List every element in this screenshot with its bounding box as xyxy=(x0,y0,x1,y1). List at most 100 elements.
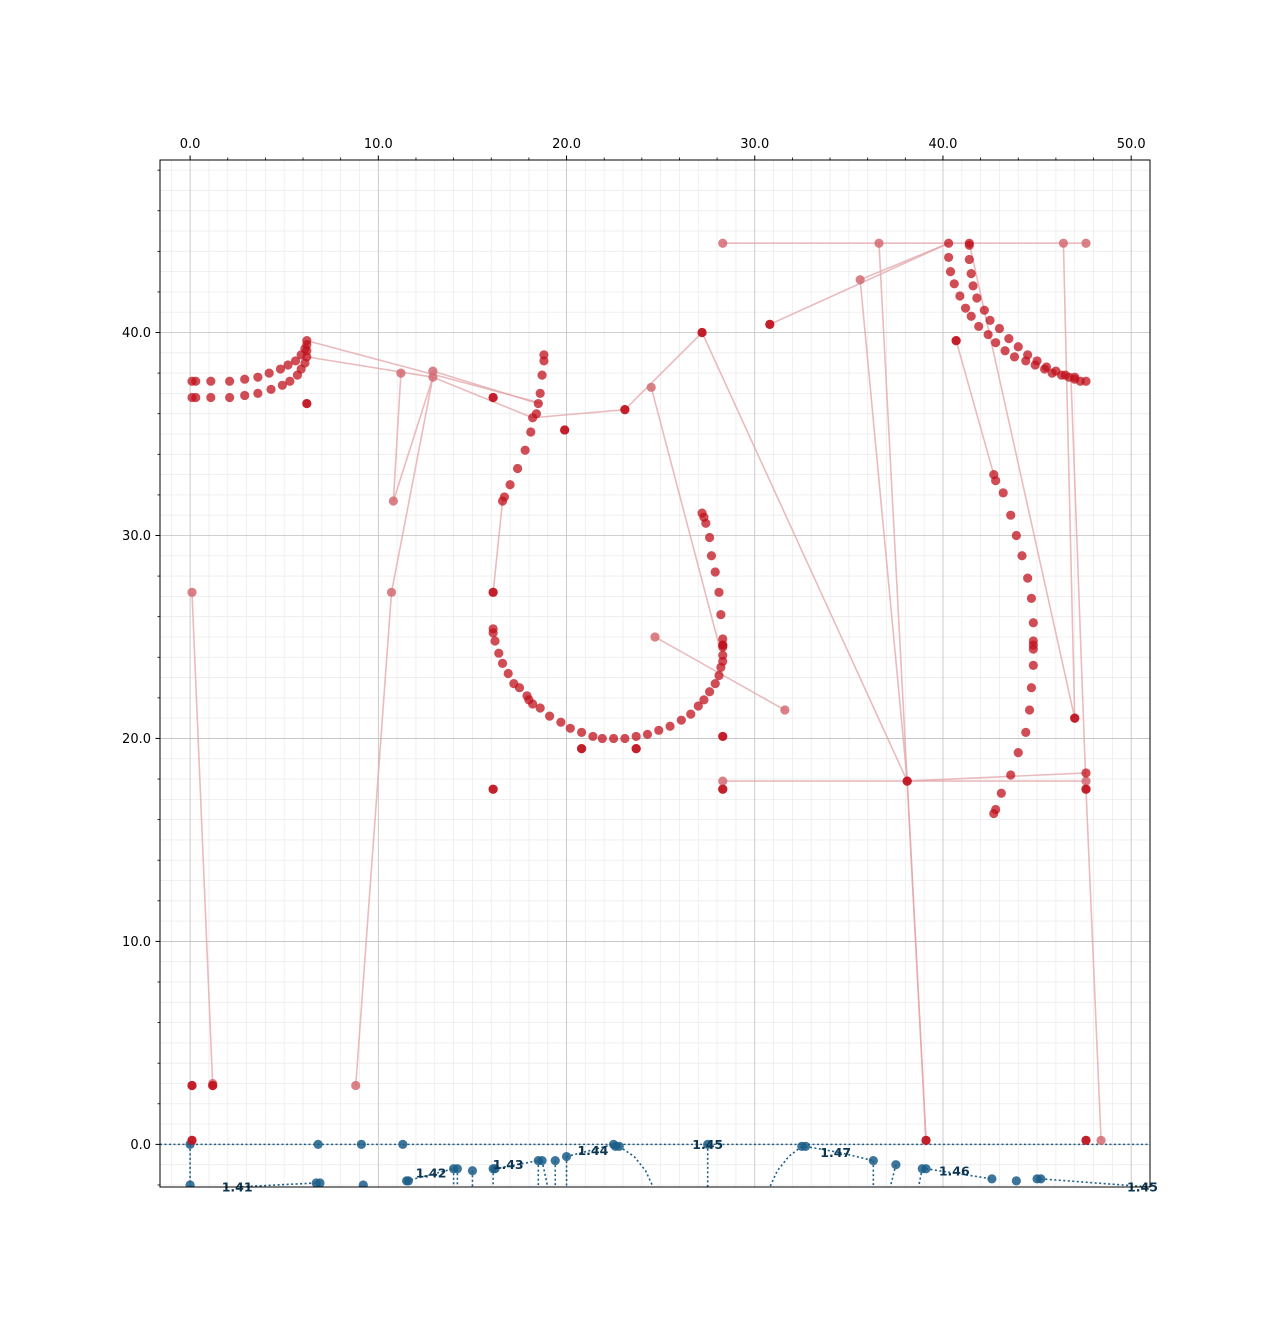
link-line xyxy=(624,331,703,411)
stroke-point xyxy=(1070,713,1080,723)
stroke-point xyxy=(693,701,703,711)
stroke-point xyxy=(989,808,999,819)
value-label: 1.45 xyxy=(692,1137,723,1152)
stroke-point xyxy=(706,551,717,561)
stroke-point xyxy=(505,480,515,490)
y-tick-label: 10.0 xyxy=(122,935,151,950)
baseline-point xyxy=(614,1141,624,1152)
baseline-point xyxy=(891,1160,901,1170)
stroke-point xyxy=(921,1135,931,1145)
stroke-point xyxy=(974,321,984,332)
stroke-point xyxy=(264,368,274,378)
link-line xyxy=(1070,377,1087,790)
endpoint-point xyxy=(428,372,438,382)
baseline-curve xyxy=(805,1145,840,1154)
major-grid xyxy=(160,160,1150,1187)
stroke-point xyxy=(266,384,276,394)
stroke-point xyxy=(704,687,715,697)
endpoint-point xyxy=(386,587,397,597)
stroke-point xyxy=(1041,362,1052,372)
stroke-point xyxy=(191,376,201,386)
stroke-point xyxy=(1051,366,1061,376)
baseline-point xyxy=(467,1166,478,1176)
baseline-curve xyxy=(889,1164,897,1187)
link-line xyxy=(432,370,539,405)
stroke-point xyxy=(714,670,724,681)
link-line xyxy=(390,377,434,593)
stroke-point xyxy=(503,668,513,679)
stroke-point xyxy=(1032,356,1042,366)
stroke-point xyxy=(533,398,543,409)
stroke-point xyxy=(955,291,965,301)
stroke-point xyxy=(187,1135,197,1145)
stroke-point xyxy=(1000,346,1010,356)
baseline-point xyxy=(1011,1176,1021,1186)
stroke-point xyxy=(206,392,216,403)
baseline-curve xyxy=(494,1159,539,1170)
stroke-point xyxy=(979,305,989,315)
link-line xyxy=(859,279,909,782)
stroke-point xyxy=(1021,727,1031,737)
baseline-point xyxy=(1036,1174,1046,1184)
stroke-point xyxy=(699,695,709,705)
stroke-point xyxy=(588,731,598,742)
baseline-point xyxy=(313,1139,323,1149)
link-line xyxy=(432,376,533,419)
link-line xyxy=(306,356,434,378)
x-tick-label: 10.0 xyxy=(364,137,393,152)
stroke-point xyxy=(991,476,1001,486)
link-line xyxy=(532,408,625,419)
stroke-point xyxy=(494,648,504,658)
stroke-point xyxy=(949,279,959,289)
link-line xyxy=(392,373,402,502)
y-tick-label: 30.0 xyxy=(122,529,151,544)
link-line xyxy=(492,500,504,593)
stroke-point xyxy=(206,376,216,386)
axis-ticks: 0.0 10.0 20.0 30.0 40.0 50.0 0.0 10.0 20.0 30.0 40… xyxy=(122,137,1146,1186)
stroke-point xyxy=(240,390,250,401)
stroke-point xyxy=(710,679,720,689)
stroke-point xyxy=(513,463,523,474)
stroke-point xyxy=(994,323,1005,334)
endpoint-point xyxy=(650,632,660,642)
baseline-curve xyxy=(566,1143,614,1158)
endpoint-point xyxy=(396,368,406,378)
baseline-curve xyxy=(925,1167,993,1180)
baseline-curve xyxy=(839,1151,874,1162)
stroke-point xyxy=(225,392,235,403)
endpoint-point xyxy=(1081,776,1091,786)
stroke-point xyxy=(716,610,726,620)
x-tick-label: 0.0 xyxy=(180,137,201,152)
stroke-point xyxy=(285,376,295,386)
baseline-point xyxy=(868,1156,878,1166)
stroke-point xyxy=(1081,784,1091,794)
stroke-point xyxy=(497,658,508,668)
baseline-point xyxy=(490,1164,500,1174)
stroke-point xyxy=(275,364,286,374)
stroke-point xyxy=(902,776,912,786)
link-line xyxy=(354,592,393,1086)
stroke-point xyxy=(960,303,971,313)
stroke-point xyxy=(253,388,263,399)
stroke-point xyxy=(944,252,954,263)
stroke-point xyxy=(514,683,525,693)
stroke-point xyxy=(290,356,301,366)
link-line xyxy=(955,340,995,475)
stroke-point xyxy=(718,731,728,742)
baseline-point xyxy=(987,1174,997,1184)
baseline-point xyxy=(452,1164,462,1174)
stroke-point xyxy=(945,267,956,277)
stroke-point xyxy=(1060,370,1070,380)
stroke-point xyxy=(535,703,545,713)
baseline-point xyxy=(561,1151,572,1162)
stroke-point xyxy=(985,315,995,325)
link-line xyxy=(906,781,927,1141)
y-tick-label: 0.0 xyxy=(130,1138,151,1153)
stroke-point xyxy=(1023,350,1033,360)
stroke-point xyxy=(642,729,653,739)
stroke-point xyxy=(187,1080,197,1091)
x-tick-label: 40.0 xyxy=(928,137,957,152)
stroke-point xyxy=(240,374,250,384)
stroke-point xyxy=(1026,683,1037,693)
link-line xyxy=(859,242,949,281)
